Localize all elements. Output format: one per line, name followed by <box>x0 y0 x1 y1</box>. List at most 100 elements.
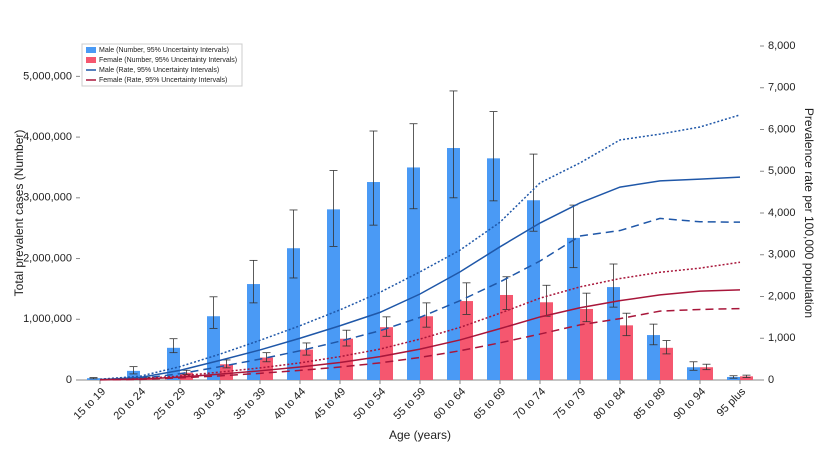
error-bar <box>529 153 538 232</box>
x-tick-label: 45 to 49 <box>312 386 349 423</box>
x-tick-label: 90 to 94 <box>672 386 709 423</box>
error-bar <box>369 130 378 226</box>
bar <box>287 248 300 380</box>
y2-tick-label: 6,000 <box>768 123 796 135</box>
error-bar <box>449 90 458 199</box>
error-bar <box>489 111 498 202</box>
x-axis-title: Age (years) <box>389 428 451 442</box>
y2-tick-label: 2,000 <box>768 290 796 302</box>
x-tick-label: 60 to 64 <box>432 386 469 423</box>
rate-line <box>99 176 741 381</box>
error-bar <box>662 340 671 355</box>
bar <box>607 287 620 380</box>
bar <box>647 335 660 380</box>
legend-swatch <box>86 47 96 53</box>
error-bar <box>382 316 391 337</box>
y-axis-title: Total prevalent cases (Number) <box>12 130 26 297</box>
x-tick-label: 15 to 19 <box>72 386 109 423</box>
error-bar <box>742 374 751 378</box>
bar <box>300 349 313 380</box>
y2-tick-label: 7,000 <box>768 82 796 94</box>
y-tick-label: 2,000,000 <box>23 252 72 264</box>
upper-line <box>99 114 741 380</box>
bar <box>527 200 540 380</box>
y2-tick-label: 8,000 <box>768 40 796 52</box>
error-bar <box>329 170 338 247</box>
y2-tick-label: 3,000 <box>768 249 796 261</box>
bar <box>327 209 340 380</box>
legend: Male (Number, 95% Uncertainty Intervals)… <box>81 43 243 87</box>
error-bar <box>289 209 298 279</box>
legend-box <box>81 43 243 87</box>
legend-label: Male (Number, 95% Uncertainty Intervals) <box>99 47 229 54</box>
bar <box>247 284 260 380</box>
y2-axis-title: Prevalence rate per 100,000 population <box>802 108 816 318</box>
bar <box>500 294 513 380</box>
x-tick-label: 80 to 84 <box>592 386 629 423</box>
error-bar <box>249 259 258 304</box>
error-bar <box>622 312 631 337</box>
y-tick-label: 3,000,000 <box>23 192 72 204</box>
x-tick-label: 75 to 79 <box>552 386 589 423</box>
error-bar <box>262 352 271 363</box>
error-bar <box>422 302 431 328</box>
error-bar <box>609 263 618 308</box>
bar <box>340 338 353 380</box>
x-tick-label: 30 to 34 <box>192 386 229 423</box>
x-tick-label: 65 to 69 <box>472 386 509 423</box>
bar <box>367 182 380 380</box>
error-bar <box>409 123 418 210</box>
x-tick-label: 55 to 59 <box>392 386 429 423</box>
lower-line <box>99 307 741 381</box>
bar <box>700 367 713 380</box>
error-bar <box>129 366 138 375</box>
bar <box>260 357 273 380</box>
bar <box>740 376 753 380</box>
error-bar <box>649 323 658 346</box>
bar <box>660 347 673 380</box>
error-bar <box>689 361 698 371</box>
error-bar <box>169 338 178 354</box>
bar <box>447 148 460 380</box>
x-tick-label: 20 to 24 <box>112 386 149 423</box>
bar <box>127 370 140 380</box>
rate-line <box>99 289 741 381</box>
y2-tick-label: 1,000 <box>768 332 796 344</box>
x-tick-label: 25 to 29 <box>152 386 189 423</box>
y-tick-label: 4,000,000 <box>23 131 72 143</box>
legend-label: Female (Number, 95% Uncertainty Interval… <box>99 57 237 64</box>
x-tick-label: 70 to 74 <box>512 386 549 423</box>
bar <box>620 325 633 380</box>
error-bar <box>89 377 98 380</box>
bar <box>207 316 220 380</box>
x-tick-label: 40 to 44 <box>272 386 309 423</box>
y-tick-label: 0 <box>66 374 72 386</box>
y-tick-label: 5,000,000 <box>23 70 72 82</box>
y-tick-label: 1,000,000 <box>23 313 72 325</box>
lower-line <box>99 217 741 381</box>
x-tick-label: 35 to 39 <box>232 386 269 423</box>
bar <box>540 302 553 380</box>
bar <box>460 301 473 380</box>
y2-tick-label: 0 <box>768 374 774 386</box>
y2-tick-label: 5,000 <box>768 165 796 177</box>
error-bar <box>209 296 218 329</box>
error-bar <box>342 329 351 347</box>
bar <box>580 308 593 380</box>
error-bar <box>729 375 738 379</box>
bar <box>487 158 500 380</box>
bar <box>407 167 420 380</box>
x-tick-label: 95 plus <box>715 385 749 419</box>
legend-swatch <box>86 57 96 63</box>
bar <box>380 327 393 380</box>
x-tick-label: 50 to 54 <box>352 386 389 423</box>
y2-tick-label: 4,000 <box>768 207 796 219</box>
error-bar <box>582 292 591 323</box>
legend-label: Female (Rate, 95% Uncertainty Intervals) <box>99 77 227 84</box>
x-tick-label: 85 to 89 <box>632 386 669 423</box>
error-bar <box>462 282 471 315</box>
legend-label: Male (Rate, 95% Uncertainty Intervals) <box>99 67 219 74</box>
error-bar <box>702 363 711 371</box>
